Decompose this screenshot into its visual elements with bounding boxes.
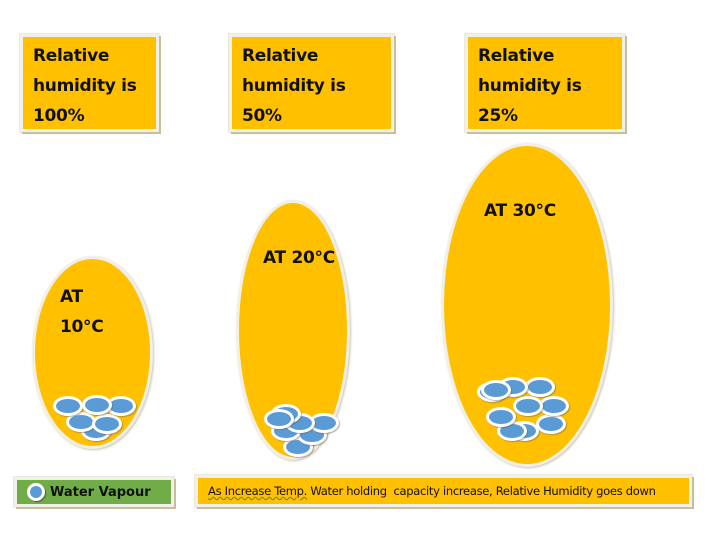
rh-box-line1: Relative xyxy=(242,46,319,66)
water-vapour-icon xyxy=(264,409,294,429)
water-vapour-icon xyxy=(539,396,569,416)
water-vapour-icon xyxy=(53,396,83,416)
water-vapour-icon xyxy=(486,407,516,427)
water-vapour-icon xyxy=(82,395,112,415)
rh-box-line1: Relative xyxy=(33,46,110,66)
conclusion-note: As Increase Temp. Water holding capacity… xyxy=(195,475,692,507)
water-vapour-icon xyxy=(513,396,543,416)
rh-box-100: Relative humidity is 100% xyxy=(20,34,159,132)
rh-box-line1: Relative xyxy=(478,46,555,66)
rh-box-value: 25% xyxy=(478,106,518,126)
water-vapour-icon xyxy=(525,377,555,397)
water-vapour-icon xyxy=(481,380,511,400)
rh-box-value: 100% xyxy=(33,106,85,126)
rh-box-line2: humidity is xyxy=(33,76,137,96)
rh-box-line2: humidity is xyxy=(242,76,346,96)
rh-box-25: Relative humidity is 25% xyxy=(465,34,625,132)
flask-20c-label: AT 20°C xyxy=(263,248,335,268)
flask-30c xyxy=(441,143,613,467)
water-vapour-icon xyxy=(92,414,122,434)
rh-box-value: 50% xyxy=(242,106,282,126)
flask-10c-label: AT 10°C xyxy=(60,282,104,342)
water-vapour-icon xyxy=(536,414,566,434)
flask-30c-label: AT 30°C xyxy=(484,201,556,221)
note-underlined-text: As Increase Temp. xyxy=(208,484,308,498)
flask-label-line2: 10°C xyxy=(60,317,104,337)
water-vapour-circle-icon xyxy=(27,483,45,501)
legend-water-vapour: Water Vapour xyxy=(14,477,174,507)
flask-label-line1: AT xyxy=(60,287,83,307)
note-text: Water holding capacity increase, Relativ… xyxy=(307,484,656,498)
rh-box-line2: humidity is xyxy=(478,76,582,96)
rh-box-50: Relative humidity is 50% xyxy=(229,34,394,132)
legend-label: Water Vapour xyxy=(50,484,151,500)
